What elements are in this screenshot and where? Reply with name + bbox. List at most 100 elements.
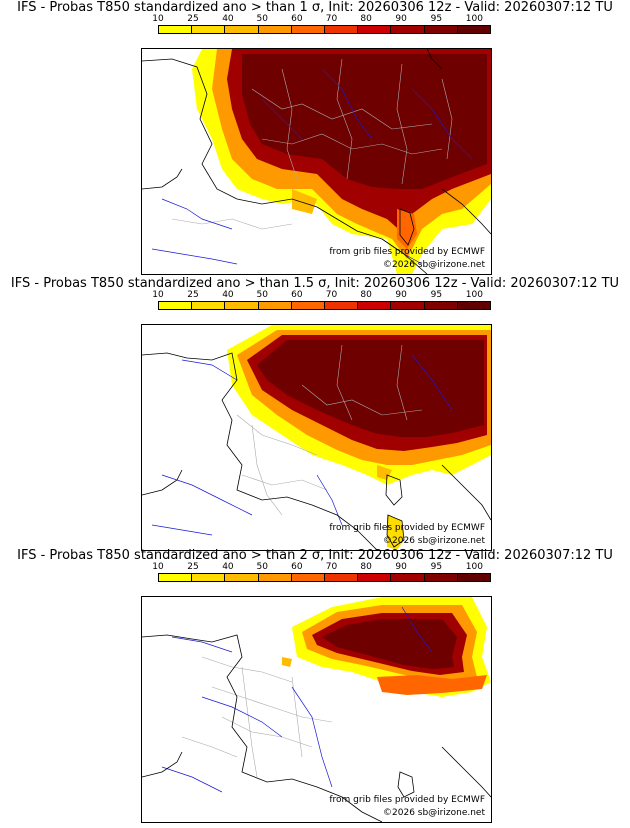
map-canvas xyxy=(142,325,491,550)
site-credit: ©2026 sb@irizone.net xyxy=(383,536,485,546)
grib-credit: from grib files provided by ECMWF xyxy=(329,795,485,805)
color-scale: 10 25 40 50 60 70 80 90 95 100 xyxy=(152,562,491,590)
scale-label: 70 xyxy=(325,562,338,572)
scale-bar xyxy=(158,25,491,34)
scale-bar xyxy=(158,301,491,310)
scale-labels: 10 25 40 50 60 70 80 90 95 100 xyxy=(152,562,491,573)
scale-label: 50 xyxy=(256,562,268,572)
scale-label: 10 xyxy=(152,290,164,300)
scale-swatch xyxy=(358,302,392,309)
scale-label: 60 xyxy=(291,290,303,300)
scale-swatch xyxy=(424,302,458,309)
scale-swatch xyxy=(391,302,425,309)
color-scale: 10 25 40 50 60 70 80 90 95 100 xyxy=(152,290,491,318)
scale-label: 25 xyxy=(187,562,199,572)
scale-swatch xyxy=(159,302,193,309)
scale-swatch xyxy=(325,26,359,33)
scale-labels: 10 25 40 50 60 70 80 90 95 100 xyxy=(152,14,491,25)
prob-zone-100 xyxy=(242,54,487,189)
scale-label: 100 xyxy=(465,14,483,24)
scale-label: 25 xyxy=(187,290,199,300)
scale-label: 40 xyxy=(222,562,234,572)
scale-label: 60 xyxy=(291,562,303,572)
prob-zone-corsica xyxy=(397,209,417,249)
probability-fill xyxy=(282,597,491,697)
scale-label: 60 xyxy=(291,14,303,24)
scale-swatch xyxy=(291,574,326,581)
scale-swatch xyxy=(159,26,193,33)
panel-2: IFS - Probas T850 standardized ano > tha… xyxy=(0,276,630,552)
borders xyxy=(171,58,453,230)
prob-zone-100 xyxy=(257,340,484,437)
scale-swatch xyxy=(225,574,259,581)
color-scale: 10 25 40 50 60 70 80 90 95 100 xyxy=(152,14,491,42)
scale-label: 10 xyxy=(152,562,164,572)
scale-label: 70 xyxy=(325,14,338,24)
scale-swatch xyxy=(424,26,458,33)
coastline xyxy=(142,634,491,822)
probability-map: from grib files provided by ECMWF ©2026 … xyxy=(141,596,492,823)
scale-label: 95 xyxy=(430,14,443,24)
map-canvas xyxy=(142,49,491,274)
probability-fill xyxy=(227,325,491,550)
scale-swatch xyxy=(291,302,326,309)
borders xyxy=(181,656,333,778)
panel-title: IFS - Probas T850 standardized ano > tha… xyxy=(10,276,620,291)
scale-label: 50 xyxy=(256,290,268,300)
scale-label: 10 xyxy=(152,14,164,24)
scale-swatch xyxy=(457,302,491,309)
scale-label: 40 xyxy=(222,14,234,24)
scale-label: 40 xyxy=(222,290,234,300)
probability-fill xyxy=(192,49,491,274)
prob-zone-100 xyxy=(322,619,457,669)
scale-label: 80 xyxy=(360,290,372,300)
scale-swatch xyxy=(258,26,292,33)
prob-zone-spot xyxy=(377,465,392,480)
scale-swatch xyxy=(391,574,425,581)
probability-map: from grib files provided by ECMWF ©2026 … xyxy=(141,324,492,551)
scale-swatch xyxy=(192,574,226,581)
scale-swatch xyxy=(325,574,359,581)
scale-swatch xyxy=(225,302,259,309)
panel-title: IFS - Probas T850 standardized ano > tha… xyxy=(17,0,613,15)
panel-title: IFS - Probas T850 standardized ano > tha… xyxy=(17,548,613,563)
grib-credit: from grib files provided by ECMWF xyxy=(329,247,485,257)
site-credit: ©2026 sb@irizone.net xyxy=(383,260,485,270)
scale-swatch xyxy=(358,26,392,33)
scale-swatch xyxy=(457,26,491,33)
scale-label: 90 xyxy=(395,290,407,300)
prob-zone-dot xyxy=(282,657,292,667)
scale-swatch xyxy=(457,574,491,581)
coastline xyxy=(142,352,491,550)
scale-label: 90 xyxy=(395,562,407,572)
scale-swatch xyxy=(159,574,193,581)
scale-swatch xyxy=(291,26,326,33)
scale-swatch xyxy=(225,26,259,33)
scale-label: 70 xyxy=(325,290,338,300)
rivers xyxy=(161,606,433,793)
scale-swatch xyxy=(424,574,458,581)
scale-label: 90 xyxy=(395,14,407,24)
scale-swatch xyxy=(325,302,359,309)
scale-swatch xyxy=(391,26,425,33)
scale-label: 95 xyxy=(430,562,443,572)
probability-map: from grib files provided by ECMWF ©2026 … xyxy=(141,48,492,275)
coastline xyxy=(142,49,491,274)
scale-bar xyxy=(158,573,491,582)
scale-label: 100 xyxy=(465,290,483,300)
scale-label: 50 xyxy=(256,14,268,24)
prob-zone-alps xyxy=(377,675,487,695)
scale-swatch xyxy=(358,574,392,581)
site-credit: ©2026 sb@irizone.net xyxy=(383,808,485,818)
scale-swatch xyxy=(258,574,292,581)
borders xyxy=(236,344,423,516)
scale-label: 80 xyxy=(360,14,372,24)
scale-label: 95 xyxy=(430,290,443,300)
scale-swatch xyxy=(192,302,226,309)
prob-zone-tail xyxy=(292,189,317,214)
scale-swatch xyxy=(258,302,292,309)
panel-1: IFS - Probas T850 standardized ano > tha… xyxy=(0,0,630,276)
scale-label: 25 xyxy=(187,14,199,24)
grib-credit: from grib files provided by ECMWF xyxy=(329,523,485,533)
scale-label: 80 xyxy=(360,562,372,572)
